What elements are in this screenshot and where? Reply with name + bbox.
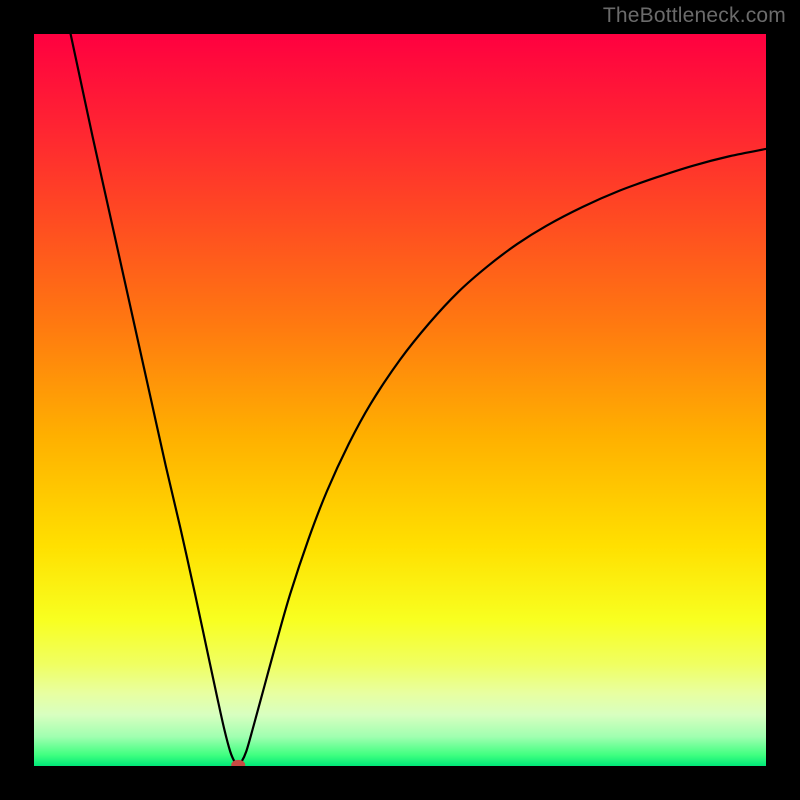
chart-canvas: TheBottleneck.com [0, 0, 800, 800]
plot-background [34, 34, 766, 766]
watermark-text: TheBottleneck.com [603, 4, 786, 28]
plot-frame [34, 34, 766, 766]
bottleneck-curve-plot [34, 34, 766, 766]
